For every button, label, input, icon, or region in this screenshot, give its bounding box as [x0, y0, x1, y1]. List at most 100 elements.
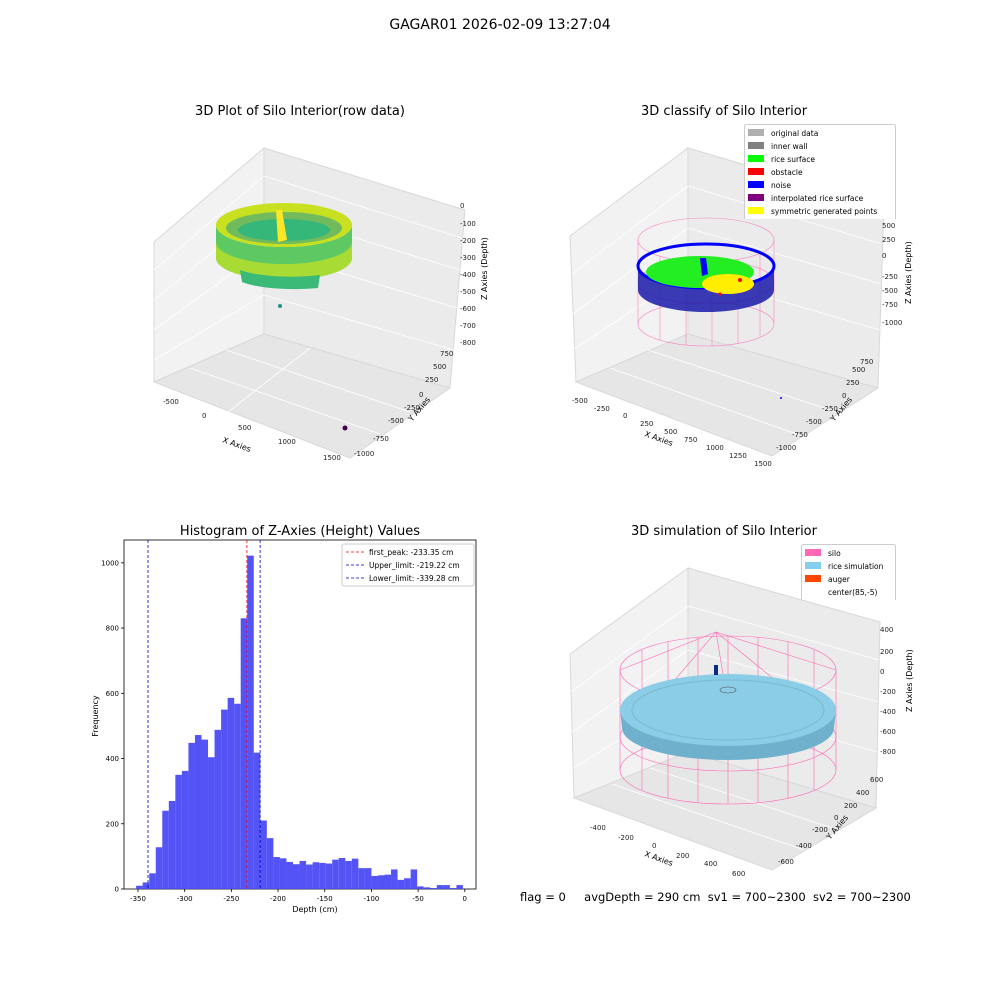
raw-z-tick: -400 — [460, 271, 476, 279]
histogram-bar — [436, 885, 444, 889]
raw-y-tick: -250 — [404, 404, 420, 412]
histogram-bar — [332, 859, 339, 889]
raw-z-tick: 0 — [460, 202, 464, 210]
sim-y-tick: 600 — [870, 776, 883, 784]
sim-x-tick: 400 — [704, 860, 717, 868]
histogram-bar — [351, 858, 359, 889]
legend-label: auger — [828, 575, 851, 584]
histogram-bar — [364, 868, 372, 889]
legend-swatch — [805, 549, 821, 556]
status-footer: flag = 0 avgDepth = 290 cm sv1 = 700~230… — [520, 890, 911, 904]
raw-y-tick: 0 — [419, 391, 423, 399]
histogram-bar — [391, 869, 398, 889]
histogram-bar — [443, 885, 450, 889]
classify-x-tick: -500 — [572, 397, 588, 405]
histogram-x-tick: -350 — [130, 895, 146, 903]
legend-swatch — [748, 155, 764, 162]
classify-z-tick: 500 — [882, 222, 895, 230]
raw-z-tick: -600 — [460, 305, 476, 313]
sim-x-tick: 600 — [732, 870, 745, 878]
histogram-bar — [299, 860, 307, 889]
histogram-bar — [319, 862, 326, 889]
classify-x-tick: 1500 — [754, 460, 772, 468]
histogram-y-tick: 0 — [115, 886, 119, 894]
legend-label: rice simulation — [828, 562, 884, 571]
classify-x-tick: 750 — [684, 436, 697, 444]
classify-y-tick: -500 — [806, 418, 822, 426]
histogram-bar — [194, 735, 202, 889]
histogram-x-tick: -150 — [317, 895, 333, 903]
classify-y-tick: -750 — [792, 431, 808, 439]
classify-y-tick: 250 — [846, 379, 859, 387]
legend-swatch — [805, 562, 821, 569]
flag-text: flag = 0 — [520, 890, 566, 904]
legend-label: interpolated rice surface — [771, 194, 864, 203]
classify-x-tick: 0 — [623, 412, 627, 420]
histogram-bar — [188, 742, 195, 889]
sim-z-label: Z Axies (Depth) — [905, 649, 914, 712]
sim-z-tick: -400 — [880, 708, 896, 716]
sim-z-tick: 200 — [880, 648, 893, 656]
histogram-y-tick: 200 — [106, 820, 119, 828]
classify-y-tick: -250 — [822, 405, 838, 413]
legend-swatch — [748, 168, 764, 175]
sv2-text: sv2 = 700~2300 — [812, 890, 911, 904]
histogram-x-tick: -100 — [363, 895, 379, 903]
raw-x-tick: -500 — [163, 398, 179, 406]
histogram-bar — [397, 879, 405, 889]
histogram-bar — [273, 857, 280, 889]
raw-3d-plot: -500 0 500 1000 1500 -1000 -750 -500 -25… — [152, 146, 489, 462]
sim-x-tick: 0 — [652, 842, 656, 850]
sv1-text: sv1 = 700~2300 — [707, 890, 806, 904]
legend-swatch — [748, 207, 764, 214]
histogram-bar — [142, 882, 150, 889]
histogram-bar — [417, 886, 424, 889]
classify-z-tick: 250 — [882, 236, 895, 244]
legend-label: silo — [828, 549, 841, 558]
histogram-x-tick: -300 — [177, 895, 193, 903]
histogram-bar — [345, 860, 352, 889]
raw-x-tick: 0 — [202, 412, 206, 420]
histogram-bar — [181, 770, 189, 889]
sim-z-tick: -200 — [880, 688, 896, 696]
sim-y-tick: 0 — [834, 814, 838, 822]
raw-z-tick: -300 — [460, 254, 476, 262]
histogram-bar — [234, 703, 241, 889]
legend-label: center(85,-5) — [828, 588, 877, 597]
figure-title: GAGAR01 2026-02-09 13:27:04 — [389, 17, 611, 33]
raw-z-label: Z Axies (Depth) — [480, 237, 489, 300]
histogram-bar — [149, 873, 156, 889]
histogram-y-tick: 1000 — [101, 559, 119, 567]
histogram-bar — [260, 820, 267, 889]
histogram-bar — [292, 864, 300, 889]
legend-label: rice surface — [771, 155, 815, 164]
classify-x-tick: 1000 — [706, 444, 724, 452]
histogram-bar — [162, 810, 169, 889]
raw-y-tick: -500 — [388, 417, 404, 425]
legend-swatch — [748, 142, 764, 149]
raw-z-tick: -800 — [460, 339, 476, 347]
histogram-bar — [208, 757, 215, 889]
histogram-legend-label: first_peak: -233.35 cm — [369, 548, 453, 557]
histogram-bar — [201, 739, 209, 889]
histogram-bar — [449, 888, 457, 889]
raw-y-tick: 750 — [440, 350, 453, 358]
histogram-x-tick: 0 — [463, 895, 467, 903]
legend-swatch — [748, 129, 764, 136]
raw-z-tick: -700 — [460, 322, 476, 330]
avg-depth-text: avgDepth = 290 cm — [584, 890, 701, 904]
raw-point-cloud — [216, 203, 352, 431]
sim-x-label: X Axies — [643, 849, 674, 868]
classify-y-tick: 750 — [860, 358, 873, 366]
histogram-bar — [430, 888, 437, 889]
histogram-legend: first_peak: -233.35 cm Upper_limit: -219.… — [341, 543, 475, 587]
histogram-bar — [136, 885, 143, 889]
classify-x-tick: 250 — [640, 420, 653, 428]
sim-y-tick: -200 — [812, 826, 828, 834]
histogram-legend-label: Lower_limit: -339.28 cm — [369, 574, 459, 583]
classify-x-tick: 500 — [664, 428, 677, 436]
raw-y-tick: 250 — [425, 376, 438, 384]
histogram-bar — [371, 875, 378, 889]
histogram-bar — [325, 863, 333, 889]
histogram-bar — [279, 858, 287, 889]
